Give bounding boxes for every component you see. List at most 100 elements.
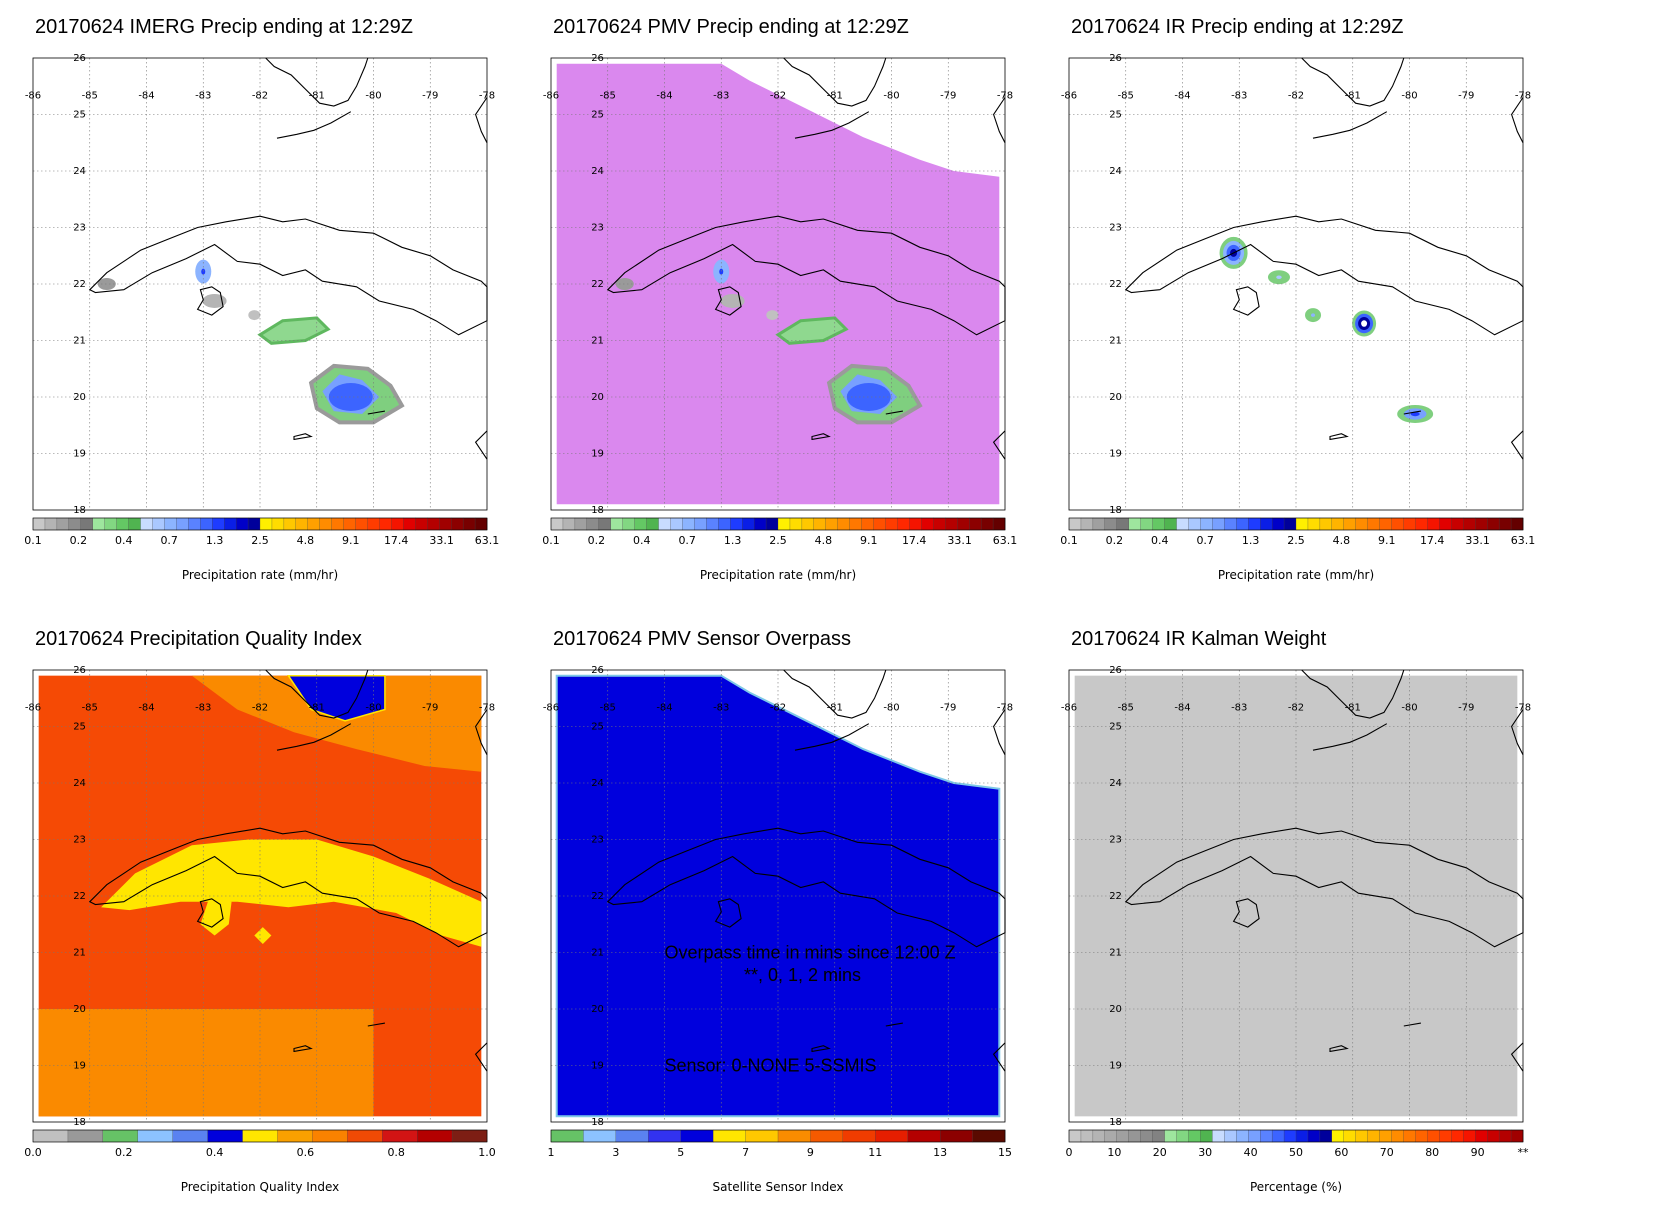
precip-gray-patch [248,310,261,321]
colorbar-swatch [1116,517,1130,531]
lat-tick-label: 23 [591,223,604,234]
colorbar-frame [1068,517,1524,531]
lat-tick-label: 18 [73,505,86,516]
colorbar-swatch [992,517,1006,531]
colorbar-swatch [615,1129,649,1143]
coastline-isla-juventud [714,898,742,928]
lon-tick-label: -82 [770,90,786,101]
lon-tick-label: -84 [656,702,672,713]
colorbar-swatch [562,517,576,531]
colorbar-tick-label: 40 [1244,1146,1258,1159]
lon-tick-label: -84 [656,90,672,101]
colorbar-swatch [777,1129,811,1143]
coastline-hispaniola [474,1042,488,1072]
colorbar-swatch [849,517,863,531]
colorbar-swatch [861,517,875,531]
coastline-cayman-brac [367,1022,385,1027]
overpass-coverage-area [555,674,1001,1118]
precip-gray-patch [720,293,745,308]
colorbar-swatch [550,517,564,531]
lat-tick-label: 22 [1109,891,1122,902]
colorbar-tick-label: 0.4 [115,534,133,547]
colorbar-tick-label: 0.1 [542,534,560,547]
colorbar-swatch [1164,517,1177,531]
colorbar-swatch [451,517,464,531]
coastline-cayman [811,1045,831,1053]
colorbar-tick-label: 0.1 [24,534,42,547]
lat-tick-label: 18 [73,1117,86,1128]
overpass-annotation: Sensor: 0-NONE 5-SSMIS [665,1056,877,1076]
lat-tick-label: 25 [1109,110,1122,121]
colorbar-swatch [1510,517,1524,531]
colorbar-swatch [1403,517,1416,531]
colorbar-swatch [745,1129,779,1143]
colorbar-swatch [873,517,886,531]
colorbar-swatch [1248,517,1261,531]
map-layer: -86 -85 -84 -83 -82 -81 -80 -79 -782625242322212… [25,665,495,1128]
lat-tick-label: 24 [73,166,86,177]
lon-tick-label: -84 [1174,90,1190,101]
lat-tick-label: 21 [591,336,604,347]
coastline-cayman [811,433,831,441]
colorbar-tick-label: 0.2 [1106,534,1124,547]
lat-tick-label: 22 [73,891,86,902]
lon-tick-label: -83 [195,702,211,713]
lat-tick-label: 26 [73,53,86,64]
panel-quality-index: 20170624 Precipitation Quality Index -86… [0,612,540,1212]
lat-tick-label: 21 [1109,336,1122,347]
coastline-cuba [606,827,1006,948]
colorbar-swatch [1271,517,1285,531]
panel-title: 20170624 IR Precip ending at 12:29Z [1071,16,1404,38]
colorbar-tick-label: 0.2 [588,534,606,547]
coastline-florida-keys [276,723,352,751]
colorbar-label: Percentage (%) [1249,1180,1343,1194]
panel-title: 20170624 Precipitation Quality Index [35,628,362,650]
precip-gray-patch [615,278,634,290]
colorbar-tick-label: 9 [807,1146,814,1159]
colorbar-swatch [1104,517,1118,531]
coastline-florida [783,669,887,719]
colorbar-swatch [648,1129,682,1143]
lat-tick-label: 18 [1109,1117,1122,1128]
colorbar-swatch [907,1129,941,1143]
colorbar-swatch [1224,517,1237,531]
coastline-florida-keys [794,111,870,139]
colorbar: 1 3 5 7 9 11 13 15 [548,1129,1012,1159]
colorbar-swatch [1498,517,1512,531]
colorbar-tick-label: 0.4 [1151,534,1169,547]
colorbar-swatch [1152,1129,1166,1143]
lon-tick-label: -81 [827,90,843,101]
colorbar-swatch [1200,517,1213,531]
colorbar-tick-label: 17.4 [384,534,409,547]
colorbar-tick-label: 1.3 [206,534,224,547]
coastline-hispaniola [1510,1042,1524,1072]
colorbar-swatch [1116,1129,1130,1143]
lon-tick-label: -80 [883,90,899,101]
coastline-isla-juventud [196,286,224,316]
lat-tick-label: 19 [591,1061,604,1072]
colorbar-tick-label: 17.4 [1420,534,1445,547]
colorbar-swatch [164,517,177,531]
colorbar-swatch [1475,517,1488,531]
map-frame [1068,669,1524,1123]
lon-tick-label: -85 [600,90,616,101]
colorbar-swatch [188,517,201,531]
colorbar-swatch [367,517,380,531]
colorbar-swatch [56,517,70,531]
colorbar: 0.1 0.2 0.4 0.7 1.3 2.5 4.8 9.1 17.4 33.1 63.1 [1060,517,1535,547]
colorbar-swatch [1092,517,1106,531]
colorbar-swatch [1164,1129,1177,1143]
colorbar-swatch [801,517,815,531]
lat-tick-label: 21 [1109,948,1122,959]
lat-tick-label: 25 [591,110,604,121]
colorbar-swatch [1080,517,1094,531]
colorbar-swatch [32,1129,69,1143]
colorbar-swatch [403,517,416,531]
colorbar-swatch [583,1129,617,1143]
colorbar-swatch [730,517,743,531]
coastline-bahamas [992,97,1006,144]
colorbar-swatch [909,517,922,531]
colorbar-swatch [1487,1129,1500,1143]
coastline-florida [265,57,369,107]
colorbar-swatch [44,517,58,531]
